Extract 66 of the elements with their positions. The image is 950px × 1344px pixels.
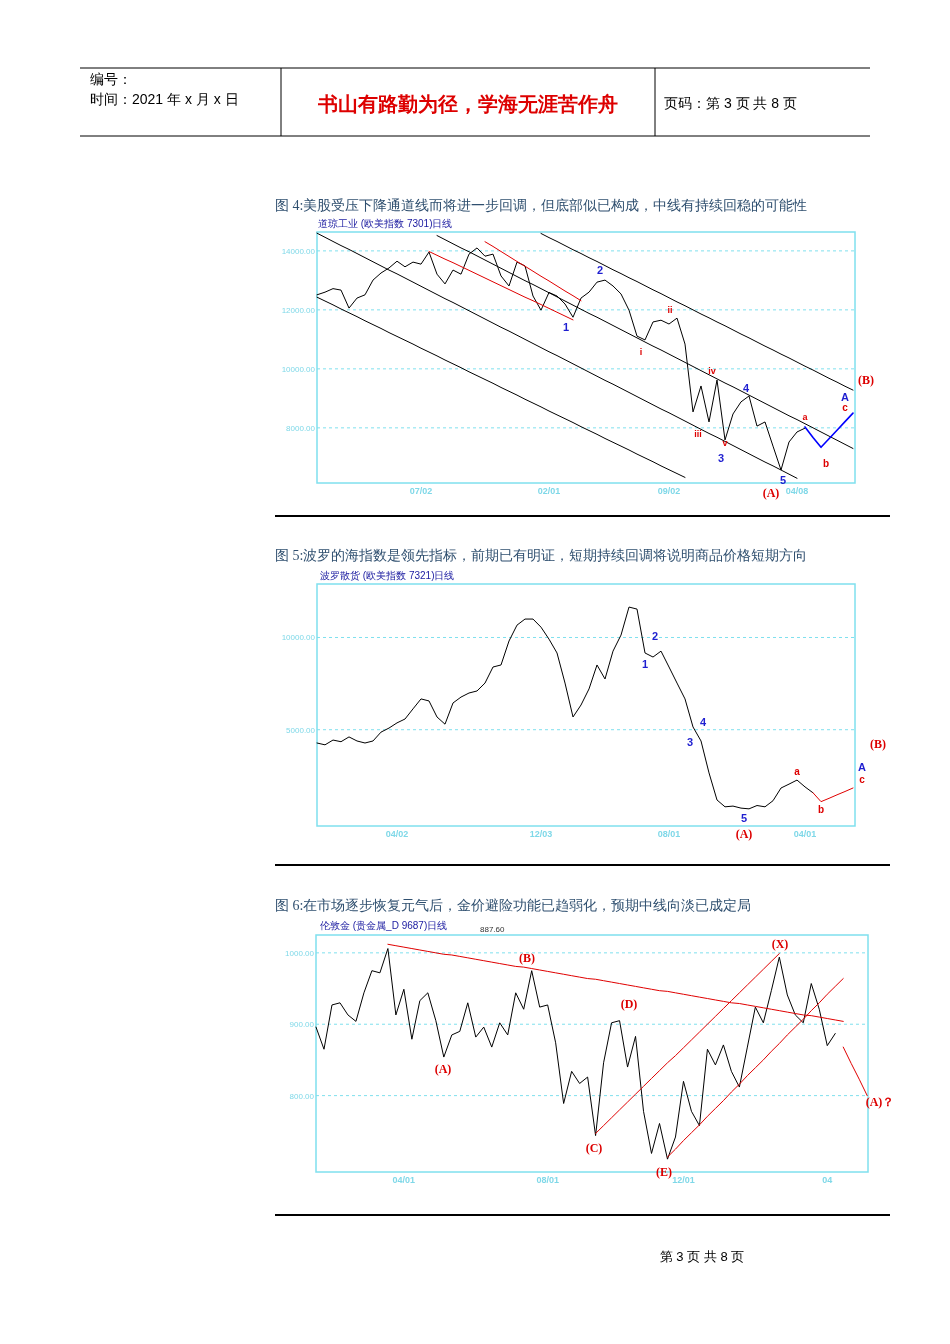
text: c [859, 774, 866, 785]
annotation: A [841, 391, 850, 403]
y-tick-label: 12000.00 [281, 305, 316, 315]
annotation: 1 [641, 658, 649, 670]
annotation: 2 [651, 630, 659, 642]
annotation: (B) [519, 951, 535, 965]
annotation: b [822, 458, 830, 469]
y-tick-label: 10000.00 [281, 364, 316, 374]
text: 时间：2021 年 x 月 x 日 [90, 91, 239, 107]
chart-subtitle: 道琼工业 (欧美指数 7301)日线 [318, 218, 453, 229]
text: (A) [762, 486, 780, 500]
annotation: (A) [434, 1062, 452, 1076]
annotation: 3 [717, 452, 725, 464]
y-tick-label: 14000.00 [281, 246, 316, 256]
x-tick-label: 08/01 [657, 829, 681, 839]
annotation: i [639, 347, 643, 357]
annotation: 1 [562, 321, 570, 333]
annotation: a [794, 766, 801, 777]
text: (B) [870, 737, 886, 751]
annotation: c [842, 402, 849, 413]
annotation: a [802, 412, 809, 422]
x-tick-label: 04 [822, 1175, 833, 1185]
x-tick-label: 04/01 [793, 829, 817, 839]
annotation: (A)？ [865, 1095, 895, 1109]
chart-title: 图 6:在市场逐步恢复元气后，金价避险功能已趋弱化，预期中线向淡已成定局 [275, 898, 752, 913]
text: (B) [858, 373, 874, 387]
annotation: 3 [686, 736, 694, 748]
x-tick-label: 09/02 [657, 486, 681, 496]
annotation: 4 [742, 382, 750, 394]
x-tick-label: 04/02 [385, 829, 409, 839]
y-tick-label: 5000.00 [286, 725, 316, 735]
y-tick-label: 1000.00 [285, 948, 315, 958]
text: (A) [735, 827, 753, 841]
x-tick-label: 12/03 [529, 829, 553, 839]
y-tick-label: 900.00 [289, 1020, 315, 1030]
annotation: 5 [740, 812, 748, 824]
text: 第 3 页 共 8 页 [659, 1249, 745, 1264]
text: 书山有路勤为径，学海无涯苦作舟 [317, 93, 618, 115]
chart-subtitle: 伦敦金 (贵金属_D 9687)日线 [320, 920, 448, 931]
annotation: 2 [596, 264, 604, 276]
x-tick-label: 12/01 [672, 1175, 695, 1185]
y-tick-label: 800.00 [289, 1091, 315, 1101]
x-tick-label: 08/01 [536, 1175, 559, 1185]
annotation: (X) [771, 937, 789, 951]
y-tick-label: 10000.00 [281, 633, 316, 643]
x-tick-label: 02/01 [537, 486, 561, 496]
text: 编号： [90, 71, 132, 87]
x-tick-label: 04/08 [785, 486, 809, 496]
chart-subtitle: 波罗散货 (欧美指数 7321)日线 [320, 570, 455, 581]
annotation: (D) [620, 997, 638, 1011]
annotation: ii [667, 305, 673, 315]
x-tick-label: 04/01 [392, 1175, 416, 1185]
text: A [858, 761, 867, 773]
text: 887.60 [480, 925, 506, 934]
annotation: iv [708, 366, 716, 376]
chart-title: 图 5:波罗的海指数是领先指标，前期已有明证，短期持续回调将说明商品价格短期方向 [275, 548, 808, 563]
annotation: iii [694, 429, 702, 439]
annotation: 4 [699, 716, 707, 728]
y-tick-label: 8000.00 [286, 423, 316, 433]
annotation: (E) [656, 1165, 672, 1179]
x-tick-label: 07/02 [409, 486, 433, 496]
text: 页码：第 3 页 共 8 页 [664, 95, 798, 111]
annotation: 5 [779, 474, 787, 486]
annotation: b [817, 804, 825, 815]
annotation: (C) [585, 1141, 603, 1155]
chart-title: 图 4:美股受压下降通道线而将进一步回调，但底部似已构成，中线有持续回稳的可能性 [275, 198, 808, 213]
